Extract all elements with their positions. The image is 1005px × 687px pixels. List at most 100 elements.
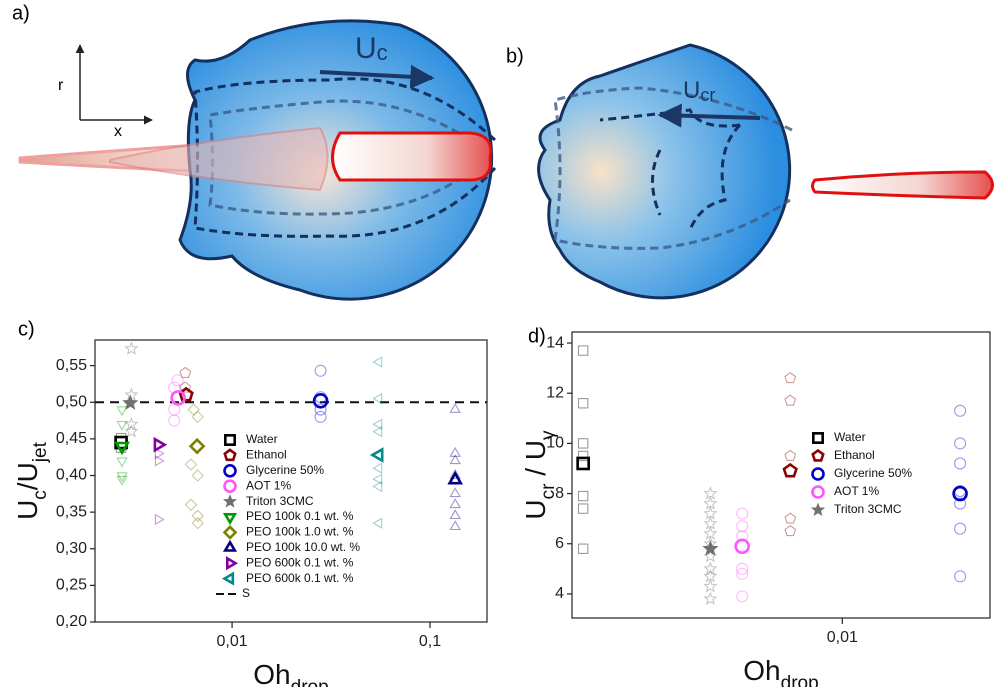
panel-label: b) — [506, 45, 524, 67]
legend-label: Triton 3CMC — [246, 494, 314, 508]
y-tick-label: 0,35 — [56, 503, 87, 520]
axis-label: Ohdrop — [253, 659, 328, 687]
axis-label-part: U — [12, 500, 43, 520]
data-point — [169, 404, 180, 415]
legend-label: Triton 3CMC — [834, 502, 902, 516]
panel-label: a) — [12, 2, 30, 24]
legend-marker — [225, 542, 235, 550]
data-point — [955, 438, 966, 449]
legend-marker — [813, 451, 823, 461]
axis-label-subscript: drop — [781, 673, 819, 687]
legend-label: AOT 1% — [834, 484, 879, 498]
legend-label: PEO 100k 10.0 wt. % — [246, 540, 360, 554]
mean-point — [372, 449, 382, 460]
data-point — [737, 591, 748, 602]
data-point — [186, 499, 197, 510]
data-point — [955, 523, 966, 534]
data-point — [955, 405, 966, 416]
data-point — [578, 346, 587, 355]
y-tick-label: 12 — [546, 384, 564, 401]
legend-marker — [225, 481, 236, 492]
legend-marker — [813, 487, 824, 498]
legend-label: Glycerine 50% — [834, 466, 912, 480]
x-tick-label: 0,1 — [419, 633, 441, 650]
axis-label-subscript: cr — [538, 483, 559, 500]
y-tick-label: 0,40 — [56, 467, 87, 484]
mean-point — [704, 542, 718, 555]
data-point — [172, 375, 183, 386]
y-tick-label: 0,50 — [56, 393, 87, 410]
legend-label: PEO 600k 0.1 wt. % — [246, 555, 354, 569]
data-point — [737, 521, 748, 532]
data-point — [315, 411, 326, 422]
legend-label: Ethanol — [834, 448, 875, 462]
data-point — [192, 470, 203, 481]
legend-marker — [813, 469, 824, 480]
data-point — [785, 513, 796, 523]
y-tick-label: 0,45 — [56, 430, 87, 447]
axis-label-part: / U — [520, 440, 551, 484]
data-point — [450, 404, 460, 412]
data-point — [117, 458, 127, 466]
data-point — [705, 593, 717, 604]
legend-label: Water — [246, 432, 278, 446]
data-point — [192, 510, 203, 521]
figure: a) r x Uc b) Ucr c) 0,20 0,25 0,30 0,35 0,40 0… — [0, 0, 1005, 687]
data-point — [126, 343, 138, 354]
data-point — [192, 411, 203, 422]
y-tick-label: 14 — [546, 334, 564, 351]
axis-label: x — [114, 123, 122, 140]
mean-point — [191, 440, 204, 453]
data-point — [450, 499, 460, 507]
y-tick-label: 0,30 — [56, 540, 87, 557]
y-tick-label: 6 — [555, 535, 564, 552]
legend-marker — [813, 433, 822, 442]
data-point — [955, 571, 966, 582]
data-point — [785, 526, 796, 536]
data-point — [188, 404, 199, 415]
legend-marker — [224, 496, 236, 507]
legend-label: PEO 600k 0.1 wt. % — [246, 571, 354, 585]
legend-marker — [227, 558, 235, 568]
illustration-a: a) r x Uc — [12, 2, 495, 299]
data-point — [578, 439, 587, 448]
data-point — [450, 510, 460, 518]
data-point — [705, 563, 717, 574]
legend-marker — [225, 450, 235, 460]
axis-label-subscript: c — [30, 490, 51, 500]
data-point — [373, 357, 381, 367]
legend-label: AOT 1% — [246, 478, 291, 492]
axis-label-subscript: drop — [291, 677, 329, 687]
data-point — [578, 399, 587, 408]
data-point — [785, 450, 796, 460]
legend-label: S — [242, 586, 250, 600]
data-point — [155, 515, 163, 525]
data-point — [117, 407, 127, 415]
legend-marker — [225, 435, 234, 444]
data-point — [578, 504, 587, 513]
data-point — [955, 458, 966, 469]
mean-point — [578, 458, 589, 469]
data-point — [450, 521, 460, 529]
y-tick-label: 4 — [555, 585, 564, 602]
data-point — [450, 488, 460, 496]
panel-label: d) — [528, 325, 546, 347]
y-tick-label: 0,55 — [56, 357, 87, 374]
legend-marker — [225, 465, 236, 476]
y-tick-label: 0,25 — [56, 577, 87, 594]
axis-label-subscript: jet — [30, 441, 51, 463]
axis-label-part: /U — [12, 462, 43, 490]
mean-point — [784, 465, 796, 477]
data-point — [785, 395, 796, 405]
legend-label: PEO 100k 1.0 wt. % — [246, 525, 354, 539]
legend-label: Water — [834, 430, 866, 444]
legend-label: Glycerine 50% — [246, 463, 324, 477]
legend-marker — [225, 527, 236, 538]
panel-label: c) — [18, 318, 35, 340]
data-point — [785, 373, 796, 383]
legend-marker — [812, 504, 824, 515]
data-point — [373, 463, 381, 473]
y-tick-label: 0,20 — [56, 613, 87, 630]
data-point — [192, 518, 203, 529]
axis-label-part: Oh — [743, 655, 780, 686]
